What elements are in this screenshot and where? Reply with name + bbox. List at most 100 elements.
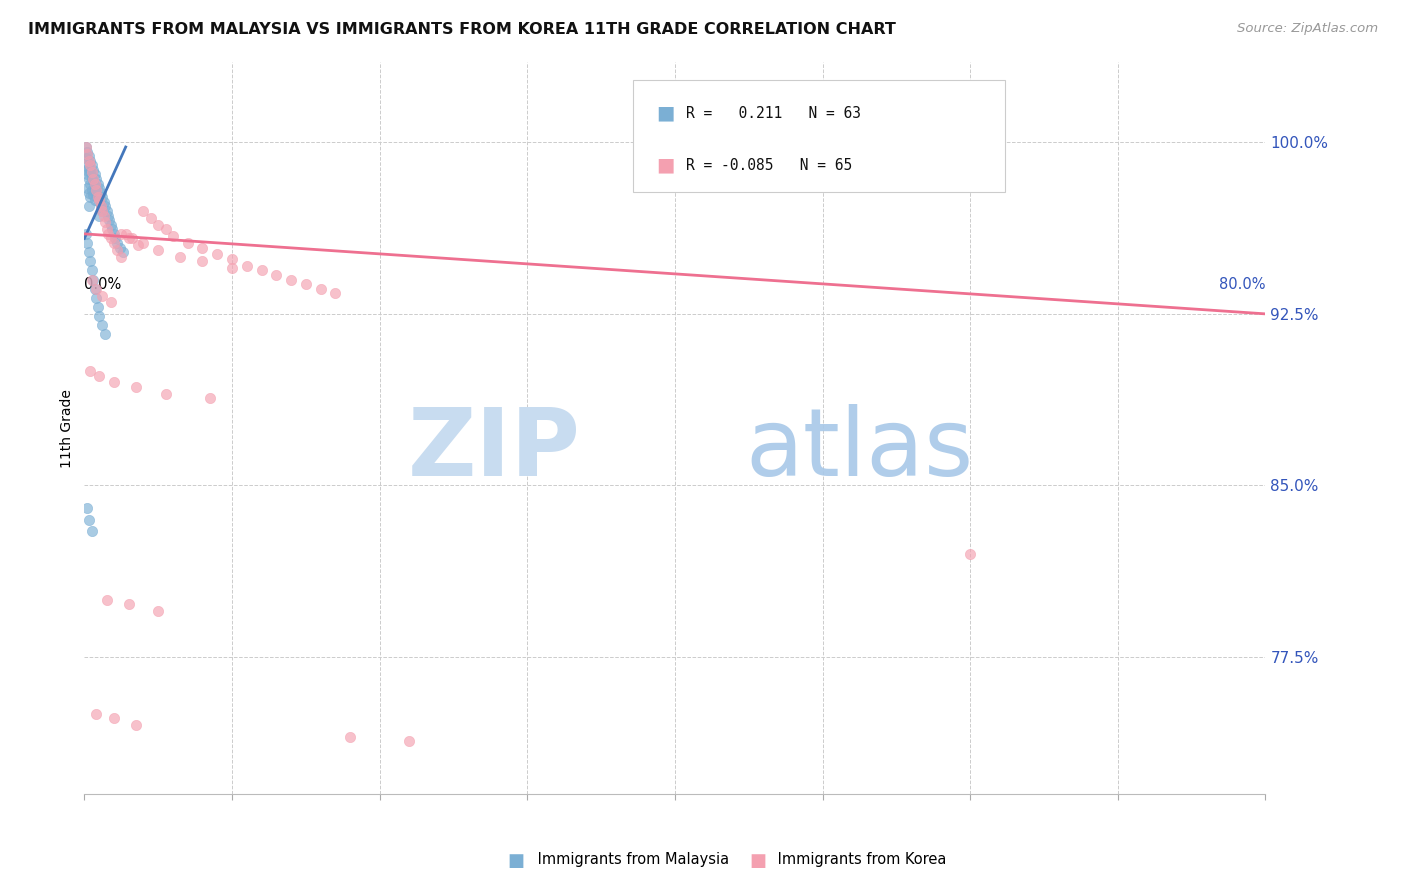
Point [339,730,361,744]
Point [75,140,97,154]
Point [87,181,111,195]
Point [86,300,108,314]
Point [80,158,103,172]
Text: ■: ■ [657,155,675,175]
Point [959,547,981,561]
Point [100,231,122,245]
Point [148,604,170,618]
Point [118,231,141,245]
Point [169,250,191,264]
Text: ■: ■ [749,853,766,871]
Point [191,254,214,268]
Point [86,190,108,204]
Point [76,168,98,182]
Point [79,153,101,168]
Point [77,199,100,213]
Point [87,193,111,207]
Point [114,227,136,241]
Y-axis label: 11th Grade: 11th Grade [60,389,75,467]
Point [93,209,115,223]
Point [86,177,108,191]
Text: 0.0%: 0.0% [84,277,121,292]
Point [266,268,288,282]
Point [79,364,101,378]
Point [96,204,118,219]
Point [87,309,111,323]
Point [83,282,105,296]
Point [108,241,131,255]
Point [86,190,108,204]
Point [91,318,114,333]
Point [80,263,103,277]
Point [155,387,177,401]
Point [87,368,111,383]
Point [236,259,259,273]
Point [127,238,149,252]
Point [83,177,105,191]
Point [77,172,100,186]
Point [104,231,127,245]
Point [221,252,243,266]
Point [125,718,148,732]
Point [207,247,229,261]
Point [93,194,115,209]
Point [76,501,98,516]
Point [82,172,104,186]
Point [280,272,302,286]
Point [76,235,98,250]
Point [80,524,103,538]
Point [90,199,112,213]
Point [103,376,125,390]
Text: R =   0.211   N = 63: R = 0.211 N = 63 [686,106,860,120]
Point [84,186,107,200]
Point [139,211,162,225]
Text: Immigrants from Malaysia: Immigrants from Malaysia [533,853,730,867]
Point [82,174,104,188]
Point [80,184,103,198]
Point [79,254,101,268]
Point [198,392,221,406]
Text: Source: ZipAtlas.com: Source: ZipAtlas.com [1237,22,1378,36]
Point [75,162,97,177]
Point [96,592,118,607]
Text: 80.0%: 80.0% [1219,277,1265,292]
Point [76,181,98,195]
Point [87,209,111,223]
Point [148,218,170,232]
Point [77,161,100,175]
Point [94,199,117,213]
Text: atlas: atlas [745,404,974,496]
Point [82,162,104,177]
Point [155,222,177,236]
Point [110,227,132,241]
Point [83,168,105,182]
Text: Immigrants from Korea: Immigrants from Korea [773,853,946,867]
Point [83,193,105,207]
Point [84,184,107,198]
Point [191,241,214,255]
Point [77,149,100,163]
Point [84,291,107,305]
Point [96,222,118,236]
Point [76,156,98,170]
Point [132,235,155,250]
Point [83,178,105,193]
Point [111,245,134,260]
Point [125,380,148,394]
Text: ■: ■ [508,853,524,871]
Point [105,243,128,257]
Point [110,250,132,264]
Point [97,209,120,223]
Point [80,272,103,286]
Point [118,597,141,611]
Point [79,190,101,204]
Point [84,282,107,296]
Point [84,706,107,721]
Point [90,186,112,200]
Point [100,295,122,310]
Point [221,261,243,276]
Point [87,194,111,209]
Point [84,172,107,186]
Point [77,245,100,260]
Point [177,235,200,250]
